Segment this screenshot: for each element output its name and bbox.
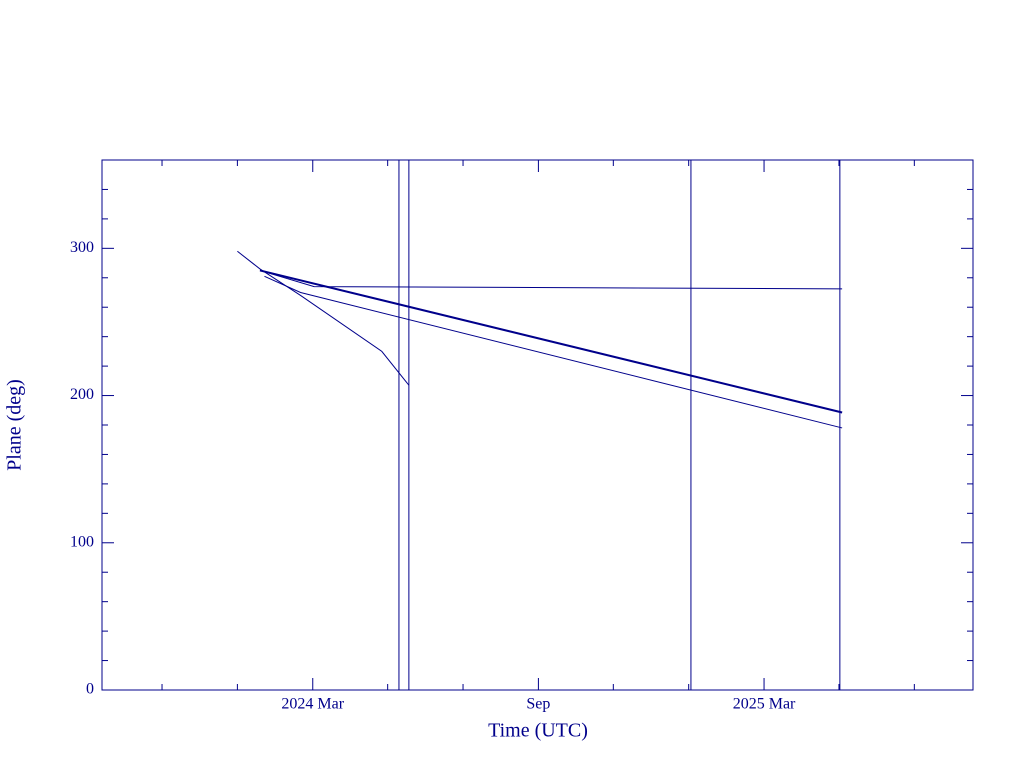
series-line xyxy=(259,269,843,290)
series-line xyxy=(259,269,843,414)
x-tick-label: 2025 Mar xyxy=(733,696,796,713)
x-tick-label: 2024 Mar xyxy=(281,696,344,713)
y-tick-label: 100 xyxy=(70,533,94,550)
series-line xyxy=(264,275,843,429)
y-tick-label: 200 xyxy=(70,386,94,403)
y-axis-label: Plane (deg) xyxy=(4,379,26,471)
plot-frame xyxy=(101,159,974,691)
x-tick-label: Sep xyxy=(526,696,550,713)
y-tick-label: 0 xyxy=(86,681,94,698)
x-axis-label: Time (UTC) xyxy=(488,720,588,742)
series-line xyxy=(237,250,410,386)
y-tick-label: 300 xyxy=(70,239,94,256)
